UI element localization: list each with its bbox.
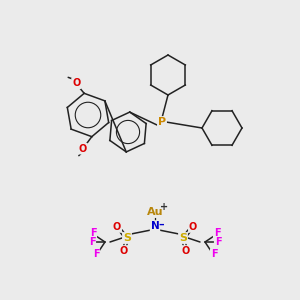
Text: N: N [151,221,159,231]
Text: +: + [160,202,168,212]
Text: O: O [72,78,80,88]
Text: F: F [89,237,95,247]
Text: F: F [215,237,221,247]
Text: F: F [211,249,217,259]
Text: F: F [214,228,220,238]
Text: F: F [93,249,99,259]
Text: S: S [123,233,131,243]
Text: O: O [189,222,197,232]
Text: O: O [120,246,128,256]
Text: F: F [90,228,96,238]
Text: O: O [79,144,87,154]
Text: P: P [158,117,166,127]
Text: O: O [182,246,190,256]
Text: O: O [113,222,121,232]
Text: –: – [158,220,164,230]
Text: S: S [179,233,187,243]
Text: Au: Au [147,207,163,217]
